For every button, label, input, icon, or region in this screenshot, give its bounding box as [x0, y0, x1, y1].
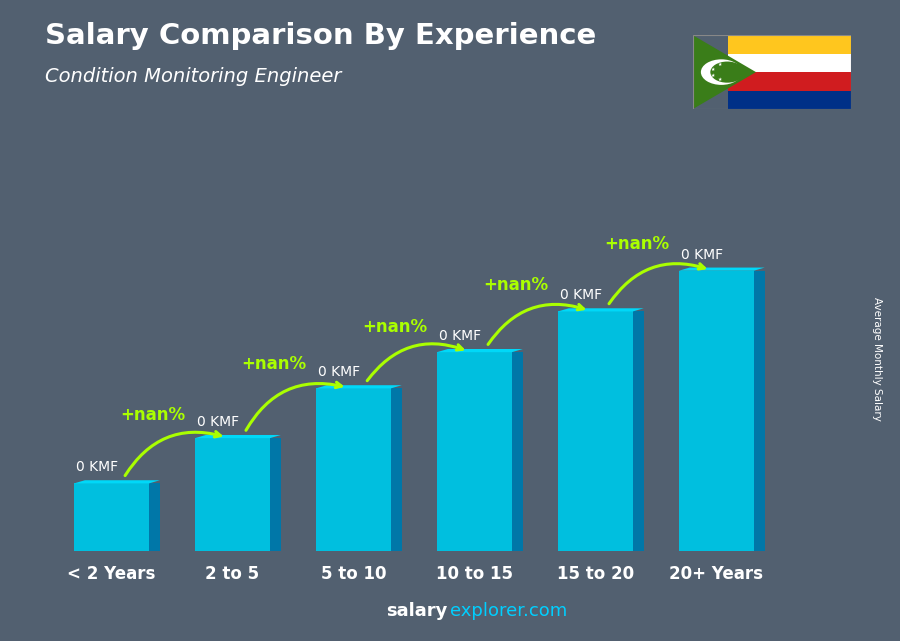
Text: Salary Comparison By Experience: Salary Comparison By Experience: [45, 22, 596, 51]
Bar: [728, 90, 850, 109]
Text: 0 KMF: 0 KMF: [439, 329, 481, 343]
Text: 0 KMF: 0 KMF: [318, 365, 360, 379]
Text: 0 KMF: 0 KMF: [560, 288, 602, 303]
Polygon shape: [270, 438, 281, 551]
Text: +nan%: +nan%: [363, 318, 428, 336]
Text: salary: salary: [386, 603, 447, 620]
Bar: [195, 438, 270, 551]
Polygon shape: [754, 271, 765, 551]
Text: 0 KMF: 0 KMF: [680, 247, 723, 262]
Bar: [728, 35, 850, 54]
Polygon shape: [558, 308, 644, 312]
Polygon shape: [436, 349, 523, 352]
Polygon shape: [316, 385, 401, 388]
Bar: [316, 388, 391, 551]
Bar: [679, 271, 754, 551]
Text: ★: ★: [711, 67, 716, 72]
Bar: [436, 352, 512, 551]
Text: +nan%: +nan%: [121, 406, 185, 424]
Polygon shape: [391, 388, 401, 551]
Text: 0 KMF: 0 KMF: [76, 460, 118, 474]
Text: 0 KMF: 0 KMF: [197, 415, 239, 429]
Text: +nan%: +nan%: [242, 355, 307, 373]
Polygon shape: [679, 267, 765, 271]
Polygon shape: [633, 312, 643, 551]
Text: +nan%: +nan%: [483, 276, 549, 294]
Polygon shape: [74, 480, 160, 483]
Bar: [728, 54, 850, 72]
Text: explorer.com: explorer.com: [450, 603, 567, 620]
Polygon shape: [693, 35, 756, 109]
Polygon shape: [195, 435, 281, 438]
Bar: [74, 483, 149, 551]
Text: ★: ★: [718, 77, 723, 82]
Bar: [558, 312, 633, 551]
Circle shape: [710, 62, 744, 83]
Text: Condition Monitoring Engineer: Condition Monitoring Engineer: [45, 67, 341, 87]
Text: ★: ★: [718, 62, 723, 67]
Text: +nan%: +nan%: [605, 235, 670, 253]
Polygon shape: [149, 483, 160, 551]
Circle shape: [701, 60, 742, 85]
Bar: [728, 72, 850, 90]
Text: ★: ★: [711, 72, 716, 78]
Text: Average Monthly Salary: Average Monthly Salary: [871, 297, 882, 421]
Polygon shape: [512, 352, 523, 551]
